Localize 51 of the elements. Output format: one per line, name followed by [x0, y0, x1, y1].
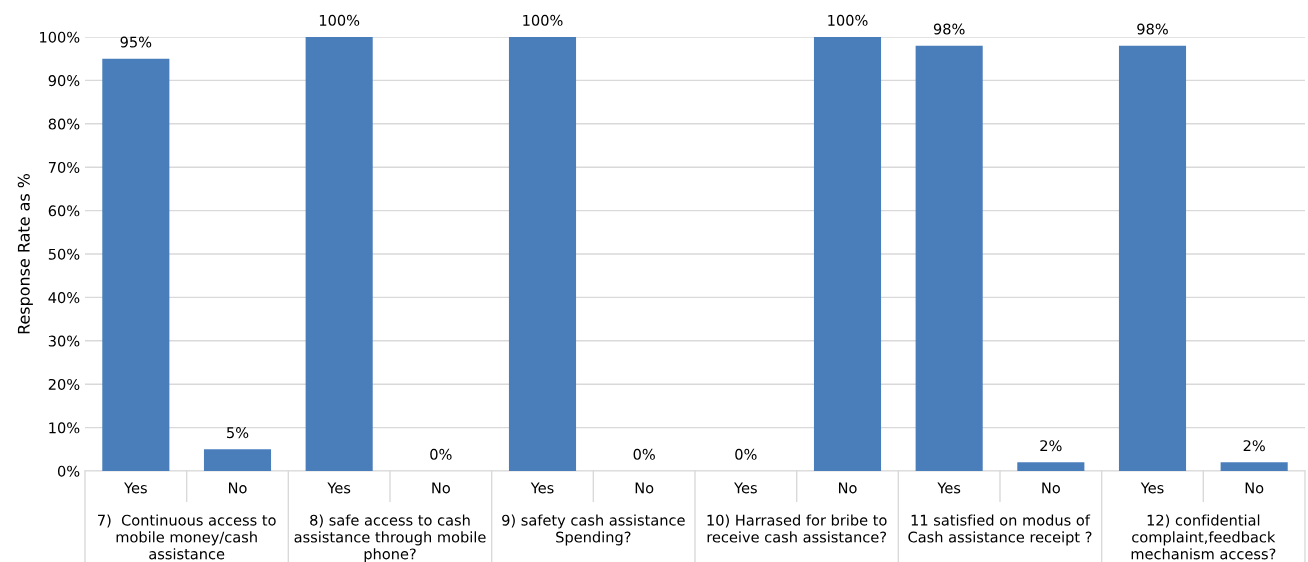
bar: [102, 58, 170, 471]
y-tick-label: 60%: [48, 205, 80, 217]
bar: [915, 45, 983, 471]
text: 10) Harrased for bribe to receive cash assistance?: [707, 514, 887, 543]
data-label: 5%: [227, 427, 249, 439]
y-tick-label: 10%: [49, 422, 80, 434]
x-tick-label: No: [635, 482, 654, 494]
data-label: 100%: [523, 14, 563, 26]
x-tick-label: Yes: [734, 482, 757, 494]
bar: [813, 37, 882, 471]
x-tick-label: Yes: [937, 482, 961, 494]
x-tick-label: Yes: [124, 482, 147, 494]
x-tick-label: No: [839, 482, 857, 494]
y-tick-label: 90%: [48, 75, 80, 87]
text: 12) confidential complaint,feedback mechanism access?: [1131, 514, 1276, 560]
text: 7) Continuous access to mobile money/cash assistance: [98, 514, 276, 560]
y-tick-label: 100%: [40, 31, 80, 43]
bar: [305, 37, 373, 471]
data-label: 2%: [1243, 440, 1265, 452]
data-label: 0%: [430, 448, 452, 460]
bar: [1017, 462, 1085, 471]
x-tick-label: No: [1245, 482, 1264, 494]
x-tick-label: No: [229, 482, 247, 494]
y-tick-label: 70%: [48, 161, 80, 173]
data-label: 0%: [633, 448, 655, 460]
bar: [1220, 462, 1288, 471]
bar: [1118, 45, 1187, 471]
x-tick-label: No: [1042, 482, 1060, 494]
y-axis-title: Response Rate as %: [17, 173, 33, 334]
x-tick-label: Yes: [530, 482, 554, 494]
bar: [203, 449, 272, 471]
y-tick-label: 50%: [48, 248, 80, 260]
x-tick-label: No: [432, 482, 450, 494]
y-tick-label: 20%: [48, 378, 80, 390]
data-label: 98%: [1137, 23, 1168, 35]
y-tick-label: 40%: [48, 292, 80, 304]
text: 11 satisfied on modus of Cash assistance receipt ?: [908, 514, 1092, 546]
y-tick-label: 30%: [48, 335, 80, 347]
text: 9) safety cash assistance Spending?: [502, 514, 685, 546]
data-label: 100%: [319, 14, 360, 26]
text: 8) safe access to cash assistance through mobile phone?: [294, 514, 486, 562]
data-label: 0%: [735, 448, 757, 460]
data-label: 2%: [1040, 440, 1062, 452]
x-tick-label: Yes: [327, 482, 351, 494]
bar: [508, 37, 577, 471]
x-tick-label: Yes: [1140, 482, 1164, 494]
data-label: 100%: [828, 14, 868, 26]
y-tick-label: 0%: [57, 465, 80, 477]
y-tick-label: 80%: [48, 118, 80, 130]
data-label: 95%: [120, 36, 152, 48]
data-label: 98%: [933, 23, 965, 35]
